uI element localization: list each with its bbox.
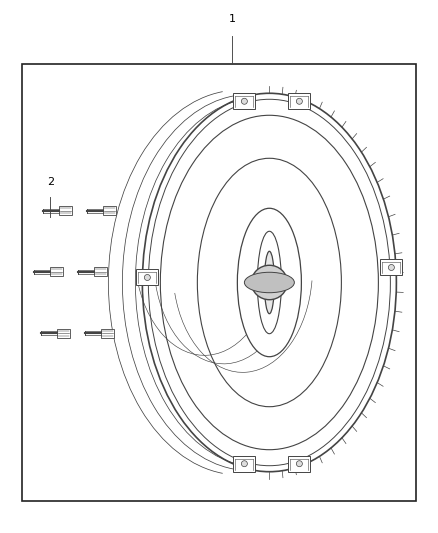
Bar [136,270,159,286]
Bar [59,206,72,215]
Bar [380,260,403,276]
Circle shape [297,461,302,467]
Bar [288,456,311,472]
Bar [94,268,107,276]
Bar [103,206,116,215]
Text: 1: 1 [229,14,236,24]
Ellipse shape [142,93,396,472]
Text: 2: 2 [47,176,54,187]
Bar [288,93,311,109]
Ellipse shape [237,208,301,357]
Ellipse shape [265,251,274,314]
Circle shape [241,461,247,467]
Circle shape [145,274,150,280]
Ellipse shape [258,231,281,334]
Bar [50,268,64,276]
Bar [101,329,114,337]
Ellipse shape [244,272,294,293]
Circle shape [241,98,247,104]
Circle shape [389,264,394,270]
Ellipse shape [198,158,341,407]
Bar [233,456,255,472]
Circle shape [297,98,302,104]
Ellipse shape [148,99,390,466]
Ellipse shape [160,115,378,450]
Bar [22,64,416,501]
Ellipse shape [251,265,287,300]
Bar [57,329,70,337]
Bar [233,93,255,109]
